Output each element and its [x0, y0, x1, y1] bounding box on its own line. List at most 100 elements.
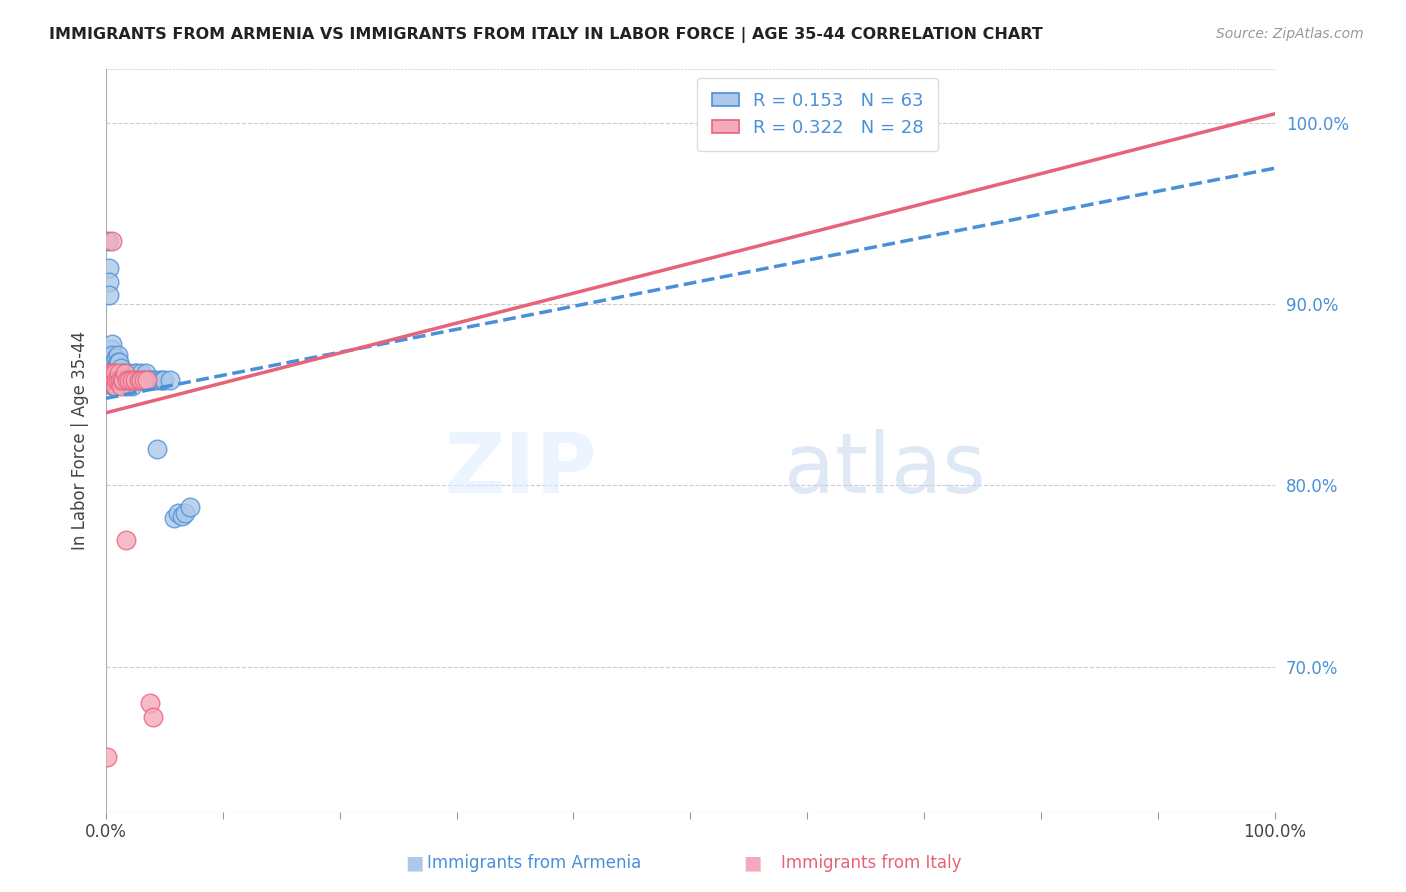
- Text: ■: ■: [405, 854, 425, 872]
- Point: [124, 373, 146, 387]
- Point: [104, 369, 127, 384]
- Point: [112, 373, 135, 387]
- Point: [132, 373, 155, 387]
- Point: [153, 373, 176, 387]
- Point: [124, 366, 146, 380]
- Point: [139, 373, 162, 387]
- Point: [179, 500, 201, 514]
- Point: [128, 373, 150, 387]
- Point: [110, 369, 132, 384]
- Point: [128, 373, 150, 387]
- Point: [136, 373, 159, 387]
- Point: [100, 351, 122, 366]
- Point: [107, 355, 129, 369]
- Point: [107, 366, 129, 380]
- Text: atlas: atlas: [783, 429, 986, 510]
- Point: [107, 366, 129, 380]
- Point: [149, 373, 172, 387]
- Point: [107, 373, 129, 387]
- Legend: R = 0.153   N = 63, R = 0.322   N = 28: R = 0.153 N = 63, R = 0.322 N = 28: [697, 78, 938, 152]
- Point: [98, 276, 121, 290]
- Point: [105, 351, 128, 366]
- Text: ZIP: ZIP: [444, 429, 596, 510]
- Point: [98, 366, 121, 380]
- Point: [103, 366, 125, 380]
- Point: [129, 366, 152, 380]
- Point: [114, 533, 136, 547]
- Point: [139, 696, 162, 710]
- Point: [167, 506, 190, 520]
- Point: [100, 360, 122, 375]
- Point: [129, 373, 152, 387]
- Point: [110, 378, 132, 392]
- Point: [104, 378, 127, 392]
- Text: ■: ■: [742, 854, 762, 872]
- Point: [115, 378, 138, 392]
- Point: [170, 509, 193, 524]
- Point: [134, 373, 156, 387]
- Point: [114, 373, 136, 387]
- Point: [105, 366, 128, 380]
- Point: [108, 366, 131, 380]
- Text: IMMIGRANTS FROM ARMENIA VS IMMIGRANTS FROM ITALY IN LABOR FORCE | AGE 35-44 CORR: IMMIGRANTS FROM ARMENIA VS IMMIGRANTS FR…: [49, 27, 1043, 43]
- Point: [117, 373, 139, 387]
- Point: [143, 373, 166, 387]
- Point: [104, 366, 127, 380]
- Point: [112, 366, 135, 380]
- Point: [96, 750, 118, 764]
- Point: [121, 373, 143, 387]
- Point: [135, 366, 157, 380]
- Text: Immigrants from Armenia: Immigrants from Armenia: [427, 855, 641, 872]
- Point: [120, 373, 142, 387]
- Point: [103, 355, 125, 369]
- Point: [118, 373, 141, 387]
- Point: [107, 355, 129, 369]
- Point: [142, 373, 165, 387]
- Point: [100, 343, 122, 357]
- Point: [121, 378, 143, 392]
- Point: [114, 366, 136, 380]
- Point: [97, 373, 120, 387]
- Point: [96, 373, 118, 387]
- Point: [135, 373, 157, 387]
- Point: [101, 366, 124, 380]
- Point: [159, 373, 181, 387]
- Point: [146, 442, 169, 456]
- Point: [142, 710, 165, 724]
- Point: [111, 373, 134, 387]
- Point: [107, 348, 129, 362]
- Point: [108, 373, 131, 387]
- Point: [100, 348, 122, 362]
- Text: Source: ZipAtlas.com: Source: ZipAtlas.com: [1216, 27, 1364, 41]
- Point: [124, 373, 146, 387]
- Point: [115, 373, 138, 387]
- Text: Immigrants from Italy: Immigrants from Italy: [782, 855, 962, 872]
- Point: [97, 234, 120, 248]
- Point: [100, 360, 122, 375]
- Point: [101, 378, 124, 392]
- Point: [104, 378, 127, 392]
- Point: [100, 337, 122, 351]
- Point: [111, 373, 134, 387]
- Point: [174, 506, 197, 520]
- Point: [107, 373, 129, 387]
- Point: [121, 373, 143, 387]
- Point: [101, 366, 124, 380]
- Point: [125, 366, 148, 380]
- Point: [114, 369, 136, 384]
- Point: [110, 360, 132, 375]
- Point: [163, 511, 186, 525]
- Y-axis label: In Labor Force | Age 35-44: In Labor Force | Age 35-44: [72, 330, 89, 549]
- Point: [98, 260, 121, 275]
- Point: [108, 373, 131, 387]
- Point: [107, 366, 129, 380]
- Point: [107, 373, 129, 387]
- Point: [103, 378, 125, 392]
- Point: [100, 373, 122, 387]
- Point: [105, 373, 128, 387]
- Point: [100, 234, 122, 248]
- Point: [118, 366, 141, 380]
- Point: [104, 360, 127, 375]
- Point: [150, 373, 173, 387]
- Point: [98, 288, 121, 302]
